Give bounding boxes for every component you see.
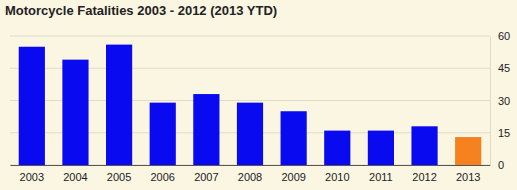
y-tick: 30	[490, 95, 510, 107]
x-tick-label: 2011	[369, 171, 393, 183]
bars	[19, 45, 482, 165]
y-tick: 0	[490, 159, 504, 171]
y-tick-label: 15	[498, 127, 510, 139]
y-tick-label: 60	[498, 30, 510, 42]
bar	[281, 111, 307, 165]
x-tick: 2010	[325, 165, 349, 183]
y-tick-label: 0	[498, 159, 504, 171]
y-tick-label: 30	[498, 95, 510, 107]
x-tick: 2005	[107, 165, 131, 183]
x-tick: 2008	[238, 165, 262, 183]
chart: Motorcycle Fatalities 2003 - 2012 (2013 …	[0, 0, 517, 190]
x-tick-label: 2007	[194, 171, 218, 183]
bar	[455, 137, 481, 165]
bar	[106, 45, 132, 165]
bar	[150, 103, 176, 165]
title: Motorcycle Fatalities 2003 - 2012 (2013 …	[5, 3, 277, 18]
plot: 2003 2004 2005 2006 2007 2008 2009 2010 2011 2012…	[10, 30, 510, 183]
x-tick-label: 2005	[107, 171, 131, 183]
x-tick-label: 2008	[238, 171, 262, 183]
x-axis: 2003 2004 2005 2006 2007 2008 2009 2010 2011 2012…	[11, 165, 491, 183]
y-tick-label: 45	[498, 62, 510, 74]
bar	[193, 94, 219, 165]
x-tick: 2004	[63, 165, 87, 183]
x-tick: 2007	[194, 165, 218, 183]
x-tick: 2013	[456, 165, 480, 183]
x-tick: 2006	[150, 165, 174, 183]
x-tick-label: 2009	[281, 171, 305, 183]
x-tick-label: 2003	[20, 171, 44, 183]
y-axis-line	[490, 37, 491, 166]
x-tick: 2011	[369, 165, 393, 183]
x-tick: 2003	[20, 165, 44, 183]
x-tick-label: 2012	[412, 171, 436, 183]
grid-line	[10, 36, 490, 37]
bar	[62, 60, 88, 165]
x-tick-label: 2006	[150, 171, 174, 183]
bar	[19, 47, 45, 165]
x-tick-label: 2013	[456, 171, 480, 183]
x-tick-label: 2004	[63, 171, 87, 183]
bar	[237, 103, 263, 165]
bar	[324, 131, 350, 165]
y-tick: 15	[490, 127, 510, 139]
x-tick: 2009	[281, 165, 305, 183]
y-axis: 0 15 30 45 60	[490, 30, 510, 171]
x-tick-label: 2010	[325, 171, 349, 183]
grid	[10, 36, 490, 165]
x-tick: 2012	[412, 165, 436, 183]
background	[0, 0, 517, 190]
y-tick: 60	[490, 30, 510, 42]
bar	[368, 131, 394, 165]
x-axis-line	[11, 165, 491, 166]
y-tick: 45	[490, 62, 510, 74]
bar	[411, 126, 437, 165]
